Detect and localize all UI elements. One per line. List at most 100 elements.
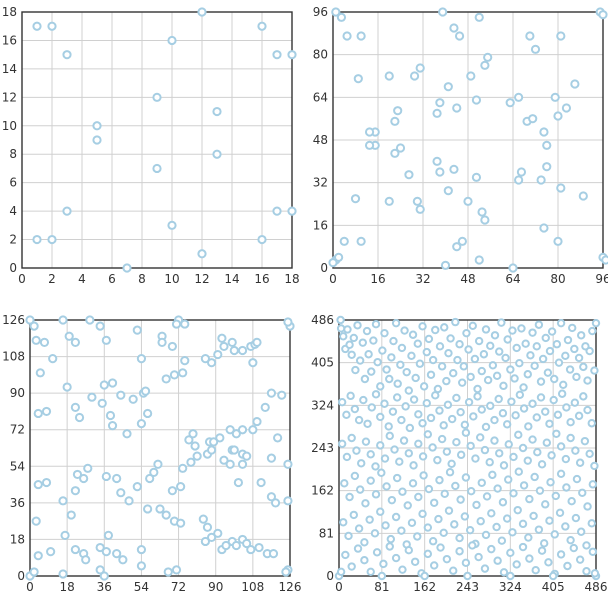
x-tick-label: 12 xyxy=(194,272,209,286)
data-point xyxy=(143,408,153,419)
data-point xyxy=(128,394,138,404)
data-point xyxy=(528,114,538,124)
data-point xyxy=(387,353,396,362)
data-point xyxy=(545,419,554,428)
data-point xyxy=(363,419,372,428)
y-tick-label: 0 xyxy=(320,261,328,275)
data-point xyxy=(575,458,585,467)
data-point xyxy=(171,565,182,575)
data-point xyxy=(231,429,241,439)
data-point xyxy=(471,172,482,182)
data-point xyxy=(534,525,544,534)
data-point xyxy=(588,326,597,336)
data-point xyxy=(437,434,447,444)
data-point xyxy=(591,318,601,328)
x-tick-label: 2 xyxy=(48,272,56,286)
y-tick-label: 324 xyxy=(311,398,334,412)
data-point xyxy=(519,481,529,490)
y-tick-label: 80 xyxy=(313,48,328,62)
data-point xyxy=(440,260,451,270)
data-point xyxy=(178,368,188,378)
data-point xyxy=(585,449,594,458)
data-point xyxy=(92,121,102,131)
data-point xyxy=(537,546,547,555)
data-point xyxy=(435,475,444,485)
data-point xyxy=(107,378,118,388)
y-tick-label: 12 xyxy=(2,90,17,104)
data-point xyxy=(464,397,474,407)
data-point xyxy=(567,497,576,506)
data-point xyxy=(561,103,572,113)
data-point xyxy=(371,490,381,499)
data-point xyxy=(136,544,147,555)
data-point xyxy=(140,386,151,396)
data-point xyxy=(70,337,80,347)
scatter-panel-4: 0 81 162 243 324 405 486 0 81 162 243 324 405 486 xyxy=(311,313,607,594)
data-point xyxy=(152,163,162,174)
data-point xyxy=(465,525,475,535)
data-point xyxy=(440,489,449,499)
data-point xyxy=(504,440,513,449)
data-point xyxy=(392,473,402,483)
data-point xyxy=(528,435,537,444)
data-point xyxy=(495,449,504,458)
data-point xyxy=(561,351,570,361)
data-point xyxy=(347,433,356,443)
data-point xyxy=(442,447,452,456)
data-point xyxy=(535,486,545,495)
data-point xyxy=(426,370,436,379)
data-point xyxy=(481,325,491,334)
data-point xyxy=(452,103,462,113)
data-point xyxy=(428,443,437,452)
data-point xyxy=(470,354,480,364)
data-point xyxy=(468,321,477,330)
data-point xyxy=(509,452,518,462)
data-point xyxy=(331,7,341,17)
data-point xyxy=(376,382,385,391)
data-point xyxy=(578,191,588,201)
data-point xyxy=(471,454,480,463)
data-point xyxy=(33,479,43,490)
data-point xyxy=(550,530,559,539)
data-point xyxy=(475,433,485,442)
data-point xyxy=(453,355,462,365)
data-point xyxy=(415,359,425,368)
data-point xyxy=(353,74,363,84)
x-tick-label: 36 xyxy=(97,580,112,594)
data-point xyxy=(447,414,457,424)
data-point xyxy=(503,335,512,344)
data-point xyxy=(206,358,217,368)
data-point xyxy=(508,263,518,273)
data-point xyxy=(552,429,561,438)
data-point xyxy=(397,415,406,425)
data-point xyxy=(449,369,458,378)
data-point xyxy=(122,429,132,439)
data-point xyxy=(454,31,465,41)
x-tick-label: 54 xyxy=(134,580,149,594)
data-point xyxy=(588,547,598,556)
y-tick-label: 16 xyxy=(313,218,328,232)
data-point xyxy=(566,535,575,545)
data-point xyxy=(99,380,109,390)
data-point xyxy=(512,343,521,353)
data-point xyxy=(161,510,171,520)
data-point xyxy=(377,571,387,581)
data-point xyxy=(388,407,398,416)
data-point xyxy=(355,485,365,494)
data-point xyxy=(398,487,407,496)
data-point xyxy=(566,433,575,443)
data-point xyxy=(266,453,277,463)
data-point xyxy=(192,451,202,461)
y-tick-label: 243 xyxy=(311,441,334,455)
data-point xyxy=(428,537,438,546)
x-tick-label: 405 xyxy=(542,580,565,594)
data-point xyxy=(466,441,475,451)
data-point xyxy=(461,558,471,568)
data-point xyxy=(136,354,147,364)
data-point xyxy=(418,322,427,331)
data-point xyxy=(399,436,409,445)
data-point xyxy=(423,523,433,532)
data-point xyxy=(428,355,438,365)
data-point xyxy=(376,441,385,450)
data-point xyxy=(431,391,440,400)
